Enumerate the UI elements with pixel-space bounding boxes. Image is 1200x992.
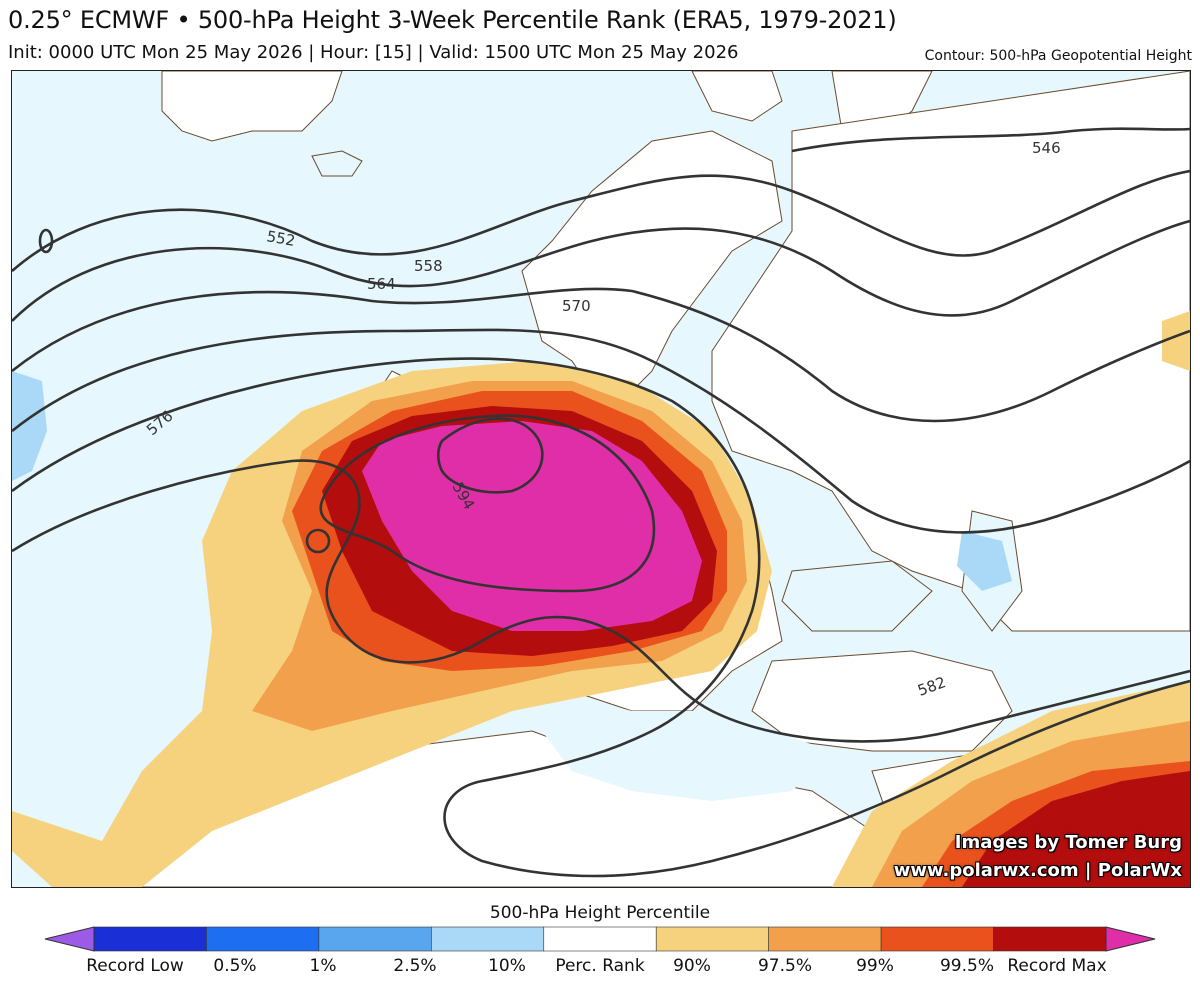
colorbar-tick-label: 10%	[488, 956, 526, 976]
colorbar-segment	[655, 926, 769, 952]
greenland-land	[161, 71, 343, 142]
contour-552	[12, 169, 1190, 272]
height-contours	[12, 127, 1190, 878]
colorbar	[44, 926, 1156, 952]
colorbar-segment	[768, 926, 882, 952]
low-anomaly-caspian	[957, 531, 1012, 591]
map-canvas: 546 552 558 564 570 576 582 594	[12, 71, 1190, 887]
init-valid-subtitle: Init: 0000 UTC Mon 25 May 2026 | Hour: […	[8, 42, 739, 63]
colorbar-segment	[93, 926, 207, 952]
colorbar-tick-label: Perc. Rank	[555, 956, 645, 976]
contour-570	[12, 328, 1190, 534]
colorbar-tick-label: Record Low	[86, 956, 184, 976]
russia-land	[711, 71, 1190, 632]
contour-564	[12, 287, 1190, 423]
colorbar-tick-label: 0.5%	[213, 956, 257, 976]
low-anomaly-west	[12, 371, 47, 481]
colorbar-segment	[543, 926, 657, 952]
contour-594	[436, 417, 544, 494]
contour-label-546: 546	[1032, 139, 1061, 157]
colorbar-tick-label: Record Max	[1007, 956, 1107, 976]
colorbar-segment	[880, 926, 994, 952]
pct-90-east	[1162, 311, 1190, 371]
contour-label-552: 552	[265, 227, 296, 250]
contour-582	[12, 459, 1190, 743]
colorbar-right-arrow	[1105, 926, 1156, 952]
contour-546	[791, 127, 1190, 153]
mediterranean-sea	[542, 691, 832, 801]
colorbar-tick-label: 99%	[856, 956, 894, 976]
contour-label-558: 558	[414, 257, 443, 275]
colorbar-tick-label: 99.5%	[939, 956, 995, 976]
credit-website: www.polarwx.com | PolarWx	[893, 860, 1182, 881]
colorbar-title: 500-hPa Height Percentile	[489, 903, 711, 923]
contour-low-greenland	[38, 228, 54, 254]
iceland-land	[311, 150, 363, 177]
map-panel: 546 552 558 564 570 576 582 594 Images b…	[11, 70, 1191, 888]
colorbar-segment	[993, 926, 1107, 952]
contour-note: Contour: 500-hPa Geopotential Height	[924, 48, 1192, 64]
chart-title: 0.25° ECMWF • 500-hPa Height 3-Week Perc…	[8, 6, 897, 34]
contour-label-564: 564	[367, 275, 396, 293]
colorbar-tick-label: 90%	[673, 956, 711, 976]
colorbar-segments	[93, 926, 1107, 952]
colorbar-tick-label: 97.5%	[757, 956, 813, 976]
colorbar-tick-label: 1%	[309, 956, 337, 976]
pct-995-southeast	[962, 771, 1190, 887]
svalbard-land	[691, 71, 783, 122]
contour-low-atlantic	[305, 528, 331, 554]
contour-558	[12, 219, 1190, 322]
colorbar-left-arrow	[44, 926, 95, 952]
contour-576	[12, 357, 1190, 878]
colorbar-segment	[206, 926, 320, 952]
contour-label-570: 570	[562, 297, 591, 315]
black-sea	[781, 560, 933, 632]
credit-author: Images by Tomer Burg	[954, 832, 1182, 853]
colorbar-segment	[431, 926, 545, 952]
colorbar-tick-label: 2.5%	[393, 956, 437, 976]
contour-588	[319, 414, 656, 593]
colorbar-segment	[318, 926, 432, 952]
